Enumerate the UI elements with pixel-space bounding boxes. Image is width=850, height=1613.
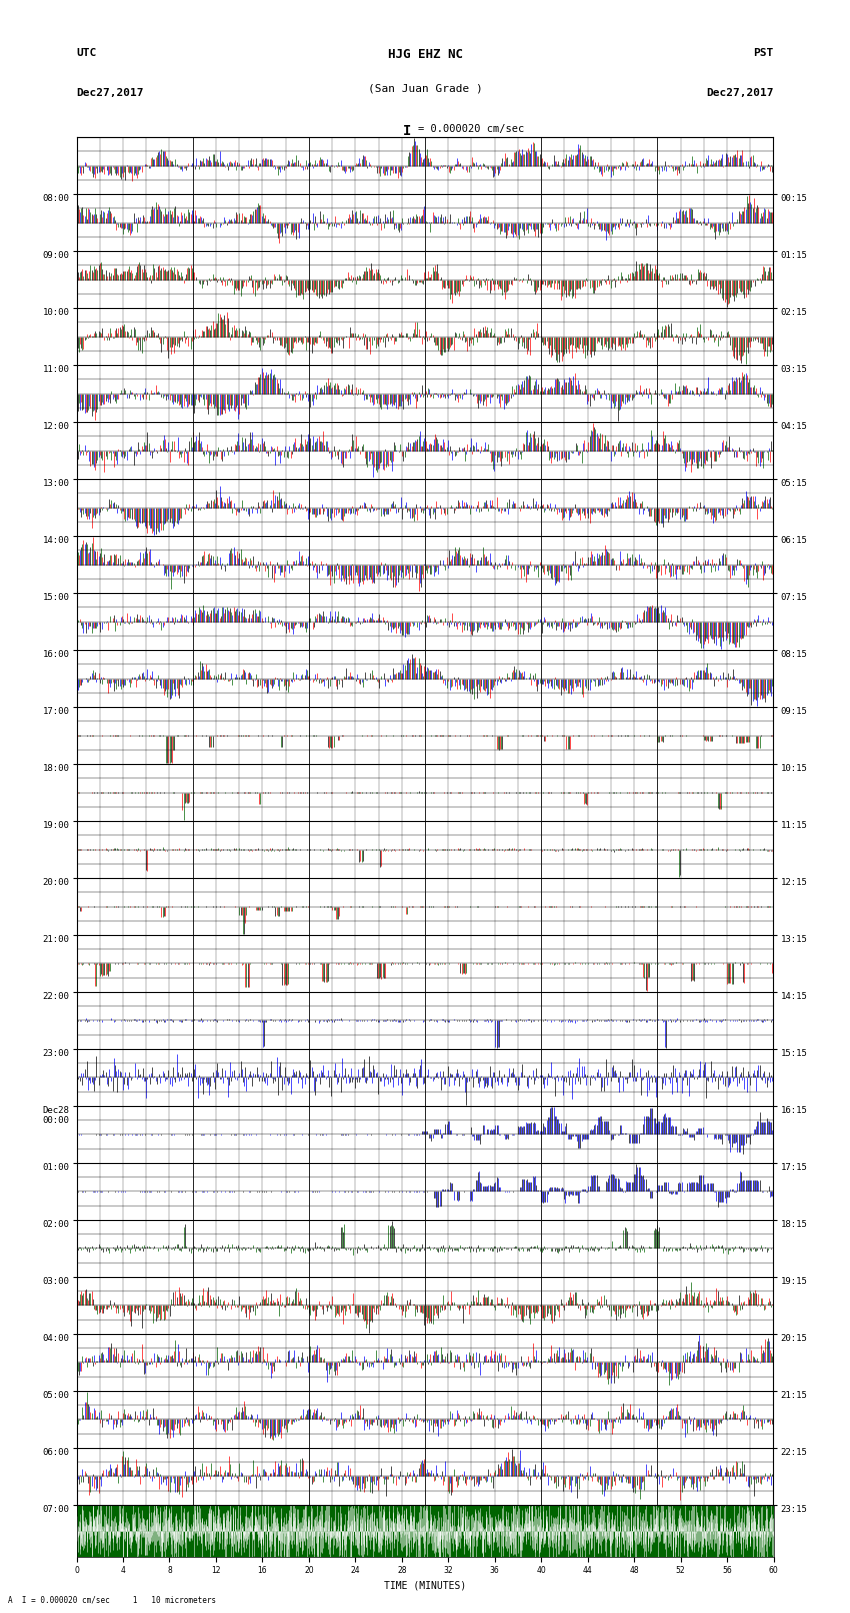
Text: Dec27,2017: Dec27,2017: [706, 89, 774, 98]
X-axis label: TIME (MINUTES): TIME (MINUTES): [384, 1581, 466, 1590]
Text: = 0.000020 cm/sec: = 0.000020 cm/sec: [418, 124, 524, 134]
Text: HJG EHZ NC: HJG EHZ NC: [388, 48, 462, 61]
Text: PST: PST: [753, 48, 774, 58]
Text: (San Juan Grade ): (San Juan Grade ): [367, 84, 483, 94]
Text: Dec27,2017: Dec27,2017: [76, 89, 144, 98]
Text: UTC: UTC: [76, 48, 97, 58]
Text: A  I = 0.000020 cm/sec     1   10 micrometers: A I = 0.000020 cm/sec 1 10 micrometers: [8, 1595, 217, 1605]
Text: I: I: [403, 124, 411, 137]
